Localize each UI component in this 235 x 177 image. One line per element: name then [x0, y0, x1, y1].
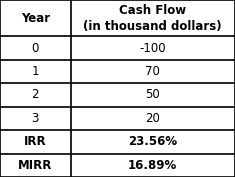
Text: 0: 0: [31, 42, 39, 55]
Text: Year: Year: [21, 12, 50, 25]
Text: 23.56%: 23.56%: [128, 135, 177, 148]
Text: 3: 3: [31, 112, 39, 125]
Text: 20: 20: [145, 112, 160, 125]
Text: MIRR: MIRR: [18, 159, 52, 172]
Text: Cash Flow
(in thousand dollars): Cash Flow (in thousand dollars): [83, 4, 222, 33]
Text: IRR: IRR: [24, 135, 47, 148]
Text: 2: 2: [31, 88, 39, 101]
Text: 1: 1: [31, 65, 39, 78]
Text: 16.89%: 16.89%: [128, 159, 177, 172]
Text: 70: 70: [145, 65, 160, 78]
Text: 50: 50: [145, 88, 160, 101]
Text: -100: -100: [139, 42, 166, 55]
